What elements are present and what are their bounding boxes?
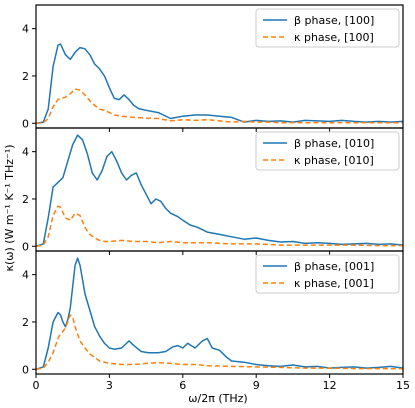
series-line-beta	[35, 134, 404, 248]
series-line-kappa	[35, 205, 403, 248]
x-tick-label: 12	[323, 379, 337, 392]
y-tick-label: 0	[22, 240, 29, 253]
legend: β phase, [010] κ phase, [010]	[255, 131, 400, 171]
x-tick-label: 0	[33, 379, 40, 392]
x-tick-label: 6	[179, 379, 186, 392]
y-tick-label: 2	[22, 316, 29, 329]
panel-3: 0 2 4 0 3 6 9 12 15 β phase, [001] κ phase, [001]	[22, 250, 410, 392]
x-tick-label: 15	[396, 379, 410, 392]
series-line-kappa	[35, 88, 403, 125]
legend: β phase, [100] κ phase, [100]	[255, 8, 400, 48]
legend-label-kappa: κ phase, [100]	[294, 31, 374, 44]
y-tick-label: 2	[22, 70, 29, 83]
legend-label-beta: β phase, [010]	[294, 137, 374, 150]
series-line-beta	[35, 43, 404, 125]
legend-label-kappa: κ phase, [001]	[294, 277, 374, 290]
legend-label-kappa: κ phase, [010]	[294, 154, 374, 167]
x-axis-title: ω/2π (THz)	[188, 392, 247, 405]
legend-label-beta: β phase, [001]	[294, 260, 374, 273]
legend-box	[255, 8, 400, 48]
y-tick-label: 2	[22, 193, 29, 206]
panel-frame	[35, 250, 404, 375]
series-line-kappa	[35, 314, 404, 371]
y-tick-label: 4	[22, 146, 29, 159]
x-tick-label: 9	[253, 379, 260, 392]
y-tick-label: 0	[22, 117, 29, 130]
x-tick-label: 3	[106, 379, 113, 392]
series-line-beta	[35, 257, 404, 371]
panel-1: 0 2 4 β phase, [100] κ phase, [100]	[22, 4, 404, 132]
legend-box	[255, 254, 400, 294]
y-tick-label: 4	[22, 269, 29, 282]
legend-box	[255, 131, 400, 171]
legend-label-beta: β phase, [100]	[294, 14, 374, 27]
y-axis-title: κ(ω) (W m⁻¹ K⁻¹ THz⁻¹)	[3, 144, 16, 271]
y-tick-label: 4	[22, 23, 29, 36]
legend: β phase, [001] κ phase, [001]	[255, 254, 400, 294]
panel-2: 0 2 4 β phase, [010] κ phase, [010]	[22, 127, 404, 255]
y-tick-label: 0	[22, 363, 29, 376]
